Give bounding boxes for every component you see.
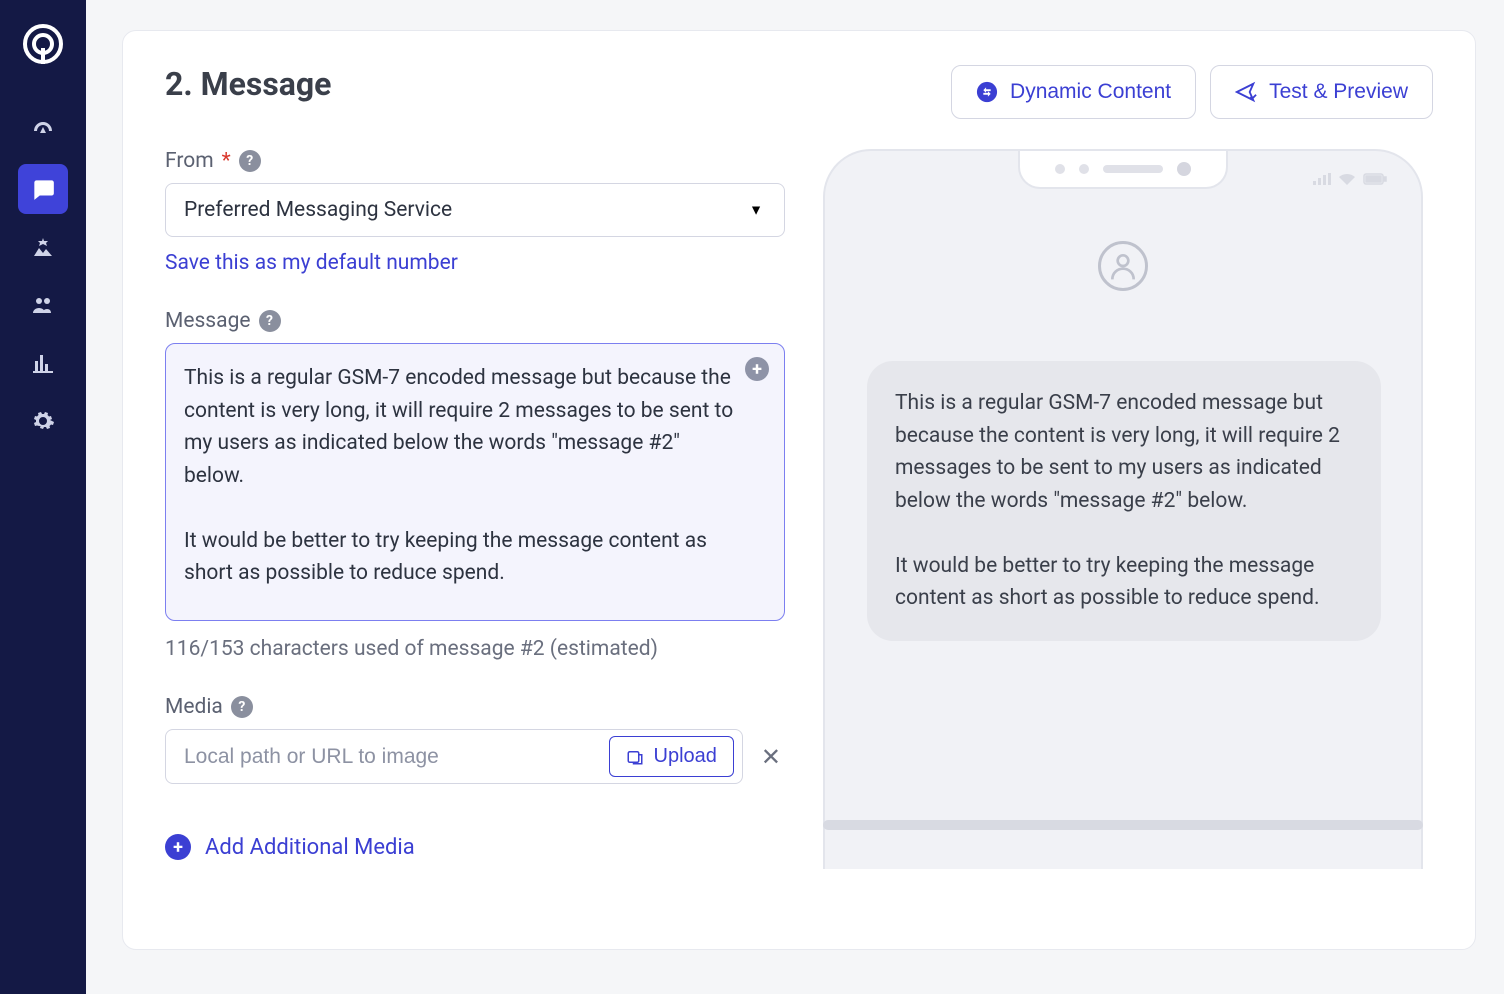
header-buttons: Dynamic Content Test & Preview	[951, 65, 1433, 119]
message-label: Message	[165, 309, 251, 333]
add-media-button[interactable]: + Add Additional Media	[165, 834, 415, 860]
chat-icon	[30, 176, 56, 202]
media-input[interactable]	[184, 745, 609, 769]
phone-notch	[1018, 151, 1228, 189]
logo-icon	[21, 22, 65, 66]
plus-circle-icon: +	[165, 834, 191, 860]
bar-chart-icon	[31, 351, 55, 375]
nav-goals[interactable]	[18, 222, 68, 272]
remove-media-button[interactable]: ✕	[757, 739, 785, 775]
dynamic-content-button[interactable]: Dynamic Content	[951, 65, 1196, 119]
battery-icon	[1363, 173, 1387, 185]
save-default-link[interactable]: Save this as my default number	[165, 251, 458, 275]
from-select[interactable]: Preferred Messaging Service	[165, 183, 785, 237]
nav-settings[interactable]	[18, 396, 68, 446]
app-root: 2. Message Dynamic Content Test & Previe…	[0, 0, 1504, 994]
required-asterisk: *	[222, 149, 231, 173]
message-help-icon[interactable]: ?	[259, 310, 281, 332]
upload-icon	[626, 748, 644, 766]
mountain-flag-icon	[31, 235, 55, 259]
message-block: Message ? + 116/153 characters used of m…	[165, 309, 785, 661]
dynamic-content-label: Dynamic Content	[1010, 80, 1171, 104]
swap-icon	[976, 81, 998, 103]
columns: From * ? Preferred Messaging Service ▼ S…	[165, 149, 1433, 860]
card-header: 2. Message Dynamic Content Test & Previe…	[165, 65, 1433, 119]
test-preview-label: Test & Preview	[1269, 80, 1408, 104]
notch-speaker	[1103, 165, 1163, 173]
signal-icon	[1313, 173, 1331, 185]
sidebar	[0, 0, 86, 994]
horizontal-scrollbar[interactable]	[823, 820, 1423, 830]
app-logo	[19, 20, 67, 68]
nav-analytics[interactable]	[18, 338, 68, 388]
media-block: Media ? Upload ✕	[165, 695, 785, 860]
preview-message-text: This is a regular GSM-7 encoded message …	[895, 391, 1345, 610]
nav-people[interactable]	[18, 280, 68, 330]
gauge-icon	[31, 119, 55, 143]
send-check-icon	[1235, 81, 1257, 103]
media-row: Upload ✕	[165, 729, 785, 784]
notch-camera	[1177, 162, 1191, 176]
textarea-wrap: +	[165, 343, 785, 625]
from-select-wrap: Preferred Messaging Service ▼	[165, 183, 785, 237]
form-column: From * ? Preferred Messaging Service ▼ S…	[165, 149, 785, 860]
media-input-wrap: Upload	[165, 729, 743, 784]
message-textarea[interactable]	[165, 343, 785, 621]
message-label-row: Message ?	[165, 309, 785, 333]
media-help-icon[interactable]: ?	[231, 696, 253, 718]
notch-dot	[1079, 164, 1089, 174]
nav-messages[interactable]	[18, 164, 68, 214]
section-title: 2. Message	[165, 65, 331, 103]
from-block: From * ? Preferred Messaging Service ▼ S…	[165, 149, 785, 275]
message-card: 2. Message Dynamic Content Test & Previe…	[122, 30, 1476, 950]
users-icon	[31, 293, 55, 317]
phone-status-icons	[1313, 173, 1387, 185]
from-help-icon[interactable]: ?	[239, 150, 261, 172]
insert-variable-button[interactable]: +	[745, 357, 769, 381]
test-preview-button[interactable]: Test & Preview	[1210, 65, 1433, 119]
media-label: Media	[165, 695, 223, 719]
media-label-row: Media ?	[165, 695, 785, 719]
upload-label: Upload	[654, 745, 717, 768]
from-label: From	[165, 149, 214, 173]
phone-preview: This is a regular GSM-7 encoded message …	[823, 149, 1423, 869]
from-label-row: From * ?	[165, 149, 785, 173]
nav-dashboard[interactable]	[18, 106, 68, 156]
wifi-icon	[1339, 173, 1355, 185]
user-icon	[1107, 250, 1139, 282]
upload-button[interactable]: Upload	[609, 736, 734, 777]
notch-dot	[1055, 164, 1065, 174]
add-media-label: Add Additional Media	[205, 835, 415, 860]
gear-icon	[31, 409, 55, 433]
char-count: 116/153 characters used of message #2 (e…	[165, 637, 785, 661]
preview-message-bubble: This is a regular GSM-7 encoded message …	[867, 361, 1381, 641]
contact-avatar	[1098, 241, 1148, 291]
preview-column: This is a regular GSM-7 encoded message …	[813, 149, 1433, 860]
main-content: 2. Message Dynamic Content Test & Previe…	[86, 0, 1504, 994]
